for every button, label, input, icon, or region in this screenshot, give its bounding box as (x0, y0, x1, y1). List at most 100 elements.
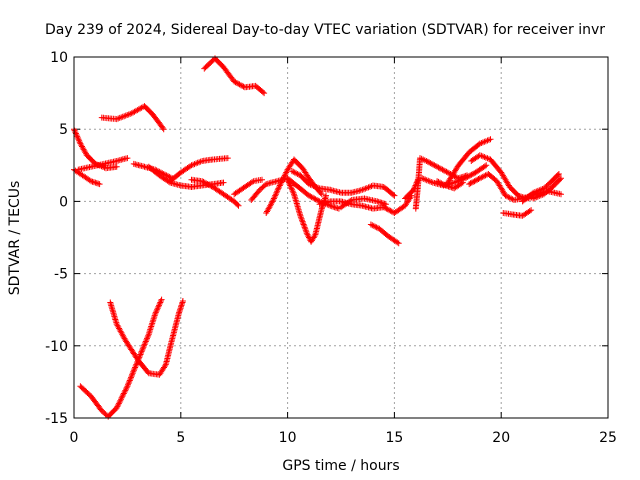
data-marks (71, 55, 564, 420)
data-point (442, 168, 449, 175)
data-point (147, 109, 154, 116)
data-point (138, 350, 144, 356)
series-arc-8 (188, 176, 242, 209)
chart-title: Day 239 of 2024, Sidereal Day-to-day VTE… (45, 22, 605, 38)
data-point (303, 190, 310, 197)
data-point (140, 163, 146, 170)
data-point (205, 181, 212, 188)
data-point (273, 189, 280, 196)
data-point (129, 370, 136, 377)
data-point (259, 89, 266, 96)
data-point (325, 186, 332, 193)
series-arc-4 (98, 103, 167, 133)
data-point (157, 298, 164, 304)
data-point (233, 80, 240, 86)
data-point (505, 194, 512, 201)
data-point (286, 181, 293, 188)
data-point (133, 354, 140, 361)
data-point (460, 175, 467, 182)
data-point (153, 308, 160, 315)
data-point (357, 202, 364, 209)
data-point (556, 176, 563, 183)
data-point (390, 191, 397, 198)
data-point (96, 405, 103, 412)
data-point (347, 197, 354, 204)
data-point (166, 173, 173, 180)
data-point (303, 228, 310, 235)
data-point (367, 221, 374, 228)
data-point (233, 200, 240, 207)
data-point (119, 393, 126, 400)
data-point (544, 181, 551, 188)
data-point (300, 221, 307, 228)
data-point (527, 191, 534, 198)
x-tick-label: 20 (492, 430, 510, 446)
data-point (518, 212, 524, 219)
data-point (85, 391, 92, 398)
data-point (322, 194, 329, 201)
data-point (297, 214, 304, 221)
data-point (278, 179, 285, 186)
data-point (228, 196, 235, 203)
data-point (251, 83, 257, 90)
data-point (439, 181, 446, 188)
data-point (440, 167, 447, 174)
data-point (254, 189, 261, 196)
data-point (123, 386, 129, 393)
data-point (175, 171, 182, 178)
data-point (154, 170, 161, 177)
data-point (144, 334, 151, 341)
data-point (289, 188, 296, 195)
data-point (508, 195, 515, 202)
data-point (431, 162, 438, 169)
series-arc-12 (263, 156, 325, 216)
series-arc-24 (466, 171, 564, 203)
data-point (382, 204, 389, 211)
data-point (131, 365, 138, 372)
series-arc-19 (412, 155, 470, 212)
data-point (288, 168, 295, 175)
series-arc-17 (367, 221, 402, 247)
data-point (113, 319, 120, 326)
data-point (491, 176, 498, 183)
data-point (393, 238, 399, 245)
data-point (125, 380, 132, 387)
series-arc-25 (500, 207, 535, 219)
data-point (467, 180, 474, 187)
data-point (154, 306, 161, 313)
series-arc-14 (288, 168, 398, 199)
data-point (168, 337, 175, 344)
data-point (294, 171, 301, 177)
y-tick-label: -5 (54, 267, 68, 283)
data-point (76, 139, 83, 146)
data-point (288, 185, 295, 192)
data-point (276, 182, 283, 189)
data-point (207, 182, 214, 189)
x-axis-label: GPS time / hours (282, 458, 399, 474)
series-arc-29 (107, 298, 186, 378)
data-point (260, 183, 267, 190)
series-arc-23 (468, 152, 537, 202)
data-point (197, 158, 204, 165)
data-point (373, 224, 380, 231)
data-point (272, 178, 279, 185)
data-point (203, 180, 210, 187)
data-point (525, 209, 532, 215)
series-arc-18 (402, 176, 421, 202)
x-tick-label: 10 (279, 430, 297, 446)
data-point (470, 178, 477, 185)
data-point (143, 367, 150, 374)
data-point (428, 179, 435, 185)
data-point (310, 194, 316, 201)
data-point (290, 189, 297, 196)
data-point (122, 155, 129, 162)
data-point (379, 183, 386, 190)
data-point (318, 207, 325, 214)
data-point (281, 172, 288, 179)
data-point (272, 192, 279, 199)
data-point (283, 169, 290, 176)
data-point (443, 168, 450, 175)
data-point (505, 181, 511, 188)
data-point (555, 177, 562, 184)
series-arc-21 (444, 136, 494, 186)
